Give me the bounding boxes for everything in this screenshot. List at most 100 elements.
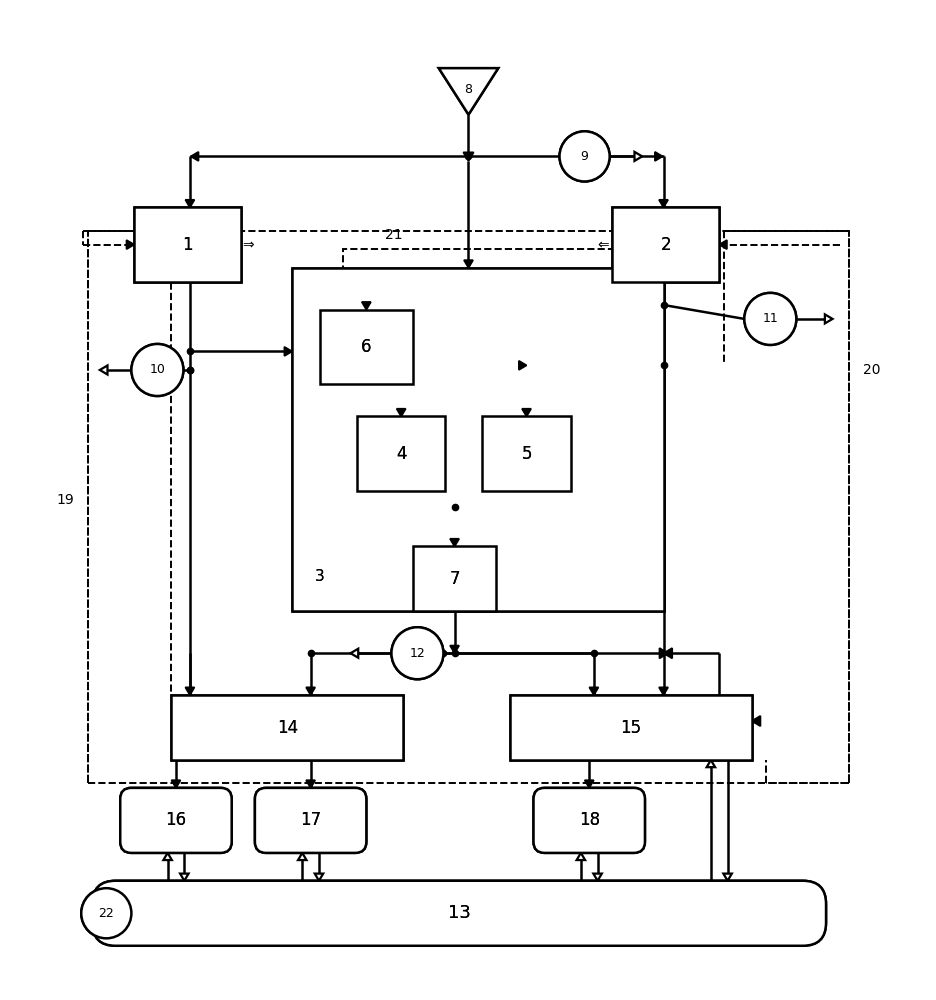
- Text: 17: 17: [300, 811, 321, 829]
- Polygon shape: [584, 780, 593, 788]
- Polygon shape: [592, 874, 601, 881]
- Text: 6: 6: [360, 338, 372, 356]
- FancyBboxPatch shape: [357, 416, 445, 491]
- Circle shape: [81, 888, 131, 938]
- Polygon shape: [306, 780, 314, 788]
- Polygon shape: [306, 687, 314, 695]
- FancyBboxPatch shape: [510, 695, 751, 760]
- Text: 16: 16: [166, 811, 186, 829]
- FancyBboxPatch shape: [319, 310, 413, 384]
- Circle shape: [559, 131, 609, 181]
- Polygon shape: [751, 716, 760, 726]
- FancyBboxPatch shape: [171, 695, 403, 760]
- Circle shape: [391, 627, 443, 679]
- Text: 16: 16: [166, 811, 186, 829]
- Polygon shape: [185, 200, 194, 207]
- FancyBboxPatch shape: [482, 416, 570, 491]
- Text: 15: 15: [620, 719, 641, 737]
- Polygon shape: [576, 853, 584, 860]
- Text: 18: 18: [578, 811, 599, 829]
- Text: 22: 22: [98, 907, 114, 920]
- FancyBboxPatch shape: [533, 788, 644, 853]
- Polygon shape: [396, 409, 405, 416]
- Polygon shape: [634, 152, 641, 161]
- FancyBboxPatch shape: [134, 207, 241, 282]
- Text: 15: 15: [620, 719, 641, 737]
- Text: 4: 4: [396, 445, 406, 463]
- FancyBboxPatch shape: [120, 788, 231, 853]
- Polygon shape: [180, 874, 188, 881]
- Circle shape: [743, 293, 796, 345]
- Text: ⇐: ⇐: [597, 238, 608, 252]
- Polygon shape: [663, 648, 671, 658]
- Circle shape: [81, 888, 131, 938]
- Polygon shape: [463, 152, 473, 161]
- Text: 20: 20: [862, 363, 880, 377]
- FancyBboxPatch shape: [171, 695, 403, 760]
- Polygon shape: [521, 409, 531, 416]
- Circle shape: [391, 627, 443, 679]
- Polygon shape: [171, 780, 181, 788]
- FancyBboxPatch shape: [120, 788, 231, 853]
- Polygon shape: [191, 152, 198, 161]
- Polygon shape: [285, 347, 292, 356]
- Polygon shape: [100, 365, 108, 375]
- Polygon shape: [396, 483, 405, 491]
- Polygon shape: [350, 649, 358, 658]
- FancyBboxPatch shape: [134, 207, 241, 282]
- FancyBboxPatch shape: [612, 207, 719, 282]
- Polygon shape: [185, 687, 194, 695]
- Polygon shape: [449, 646, 459, 653]
- FancyBboxPatch shape: [612, 207, 719, 282]
- Polygon shape: [438, 68, 498, 115]
- Polygon shape: [163, 853, 171, 860]
- Text: 7: 7: [449, 570, 460, 588]
- FancyBboxPatch shape: [413, 546, 496, 611]
- Text: 2: 2: [660, 236, 670, 254]
- Polygon shape: [519, 361, 526, 370]
- Circle shape: [559, 131, 609, 181]
- Text: 12: 12: [409, 647, 425, 660]
- Text: 17: 17: [300, 811, 321, 829]
- Text: 13: 13: [447, 904, 470, 922]
- Circle shape: [131, 344, 183, 396]
- Polygon shape: [723, 874, 731, 881]
- Text: 7: 7: [449, 570, 460, 588]
- Text: 10: 10: [150, 363, 165, 376]
- Text: 9: 9: [580, 150, 588, 163]
- Polygon shape: [658, 687, 667, 695]
- Polygon shape: [658, 200, 667, 207]
- Text: ⇒: ⇒: [242, 238, 254, 252]
- Text: 9: 9: [580, 150, 588, 163]
- FancyBboxPatch shape: [93, 881, 826, 946]
- Circle shape: [131, 344, 183, 396]
- Polygon shape: [438, 68, 498, 115]
- Polygon shape: [719, 240, 726, 249]
- Text: 11: 11: [762, 312, 778, 325]
- Text: 1: 1: [183, 236, 193, 254]
- Polygon shape: [156, 909, 164, 917]
- Text: 11: 11: [762, 312, 778, 325]
- Polygon shape: [449, 539, 459, 546]
- Text: 19: 19: [56, 493, 74, 507]
- FancyBboxPatch shape: [319, 310, 413, 384]
- Polygon shape: [393, 342, 401, 351]
- FancyBboxPatch shape: [357, 416, 445, 491]
- Text: 13: 13: [447, 904, 470, 922]
- Polygon shape: [659, 648, 667, 658]
- FancyBboxPatch shape: [255, 788, 366, 853]
- Polygon shape: [361, 302, 371, 310]
- Polygon shape: [521, 483, 531, 491]
- FancyBboxPatch shape: [510, 695, 751, 760]
- Circle shape: [743, 293, 796, 345]
- Text: 6: 6: [360, 338, 372, 356]
- FancyBboxPatch shape: [533, 788, 644, 853]
- Text: 12: 12: [409, 647, 425, 660]
- FancyBboxPatch shape: [482, 416, 570, 491]
- Polygon shape: [314, 874, 323, 881]
- Polygon shape: [298, 853, 306, 860]
- Text: 5: 5: [520, 445, 532, 463]
- FancyBboxPatch shape: [292, 268, 663, 611]
- Polygon shape: [706, 760, 714, 767]
- Text: 5: 5: [520, 445, 532, 463]
